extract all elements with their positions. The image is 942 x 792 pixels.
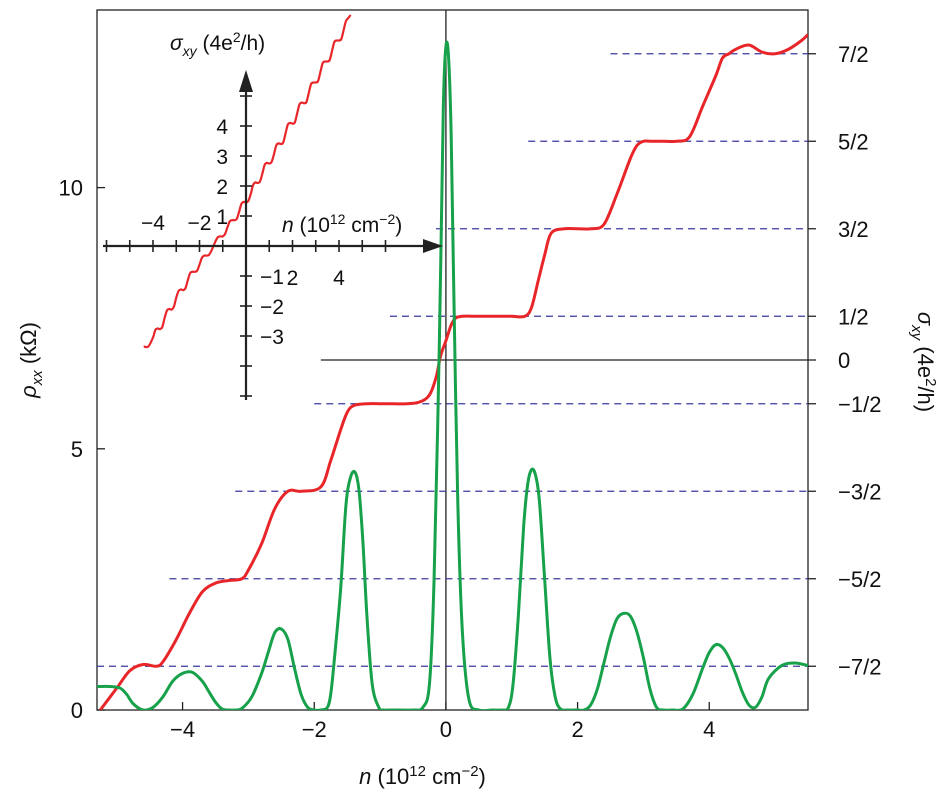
y-right-tick-label: 0 [838, 348, 850, 373]
inset-y-arrow [239, 70, 253, 92]
inset-x-tick-label: −2 [188, 212, 212, 235]
inset-y-label-part: (4e [197, 32, 233, 55]
inset-y-tick-label: −3 [260, 326, 284, 349]
y-left-axis-label: ρxx (kΩ) [16, 322, 46, 399]
y-right-tick-label: 5/2 [838, 129, 869, 154]
y-left-tick-label: 0 [71, 698, 83, 723]
inset-y-axis-label: σxy (4e2/h) [170, 29, 265, 59]
inset-y-label-symbol: σ [170, 32, 184, 55]
y-left-label-part: (kΩ) [16, 322, 41, 370]
inset-y-label-part: /h) [241, 32, 266, 55]
y-right-tick-label: −1/2 [838, 392, 881, 417]
y-right-tick-label: 1/2 [838, 304, 869, 329]
x-axis-label-part: ) [479, 764, 486, 789]
x-tick-label: 0 [440, 717, 452, 742]
inset-y-tick-label: 2 [216, 176, 228, 199]
inset-y-tick-label: 1 [216, 206, 228, 229]
inset-x-label-part: (10 [294, 214, 330, 237]
inset-x-label-exp: 12 [330, 211, 346, 227]
x-axis-label-exp: −2 [461, 763, 478, 780]
y-right-label-sup: 2 [922, 378, 939, 386]
inset-y-label-sup: 2 [233, 29, 241, 45]
y-left-label-symbol: ρ [16, 385, 41, 399]
sigma-xy-curve [99, 33, 808, 710]
x-tick-label: 4 [703, 717, 715, 742]
inset-y-tick-label: −2 [260, 296, 284, 319]
inset-x-label-symbol: n [282, 214, 294, 237]
y-left-tick-label: 5 [71, 437, 83, 462]
x-axis-label-exp: 12 [409, 763, 426, 780]
y-right-tick-label: −7/2 [838, 654, 881, 679]
y-right-tick-label: 3/2 [838, 217, 869, 242]
inset-x-label-exp: −2 [379, 211, 395, 227]
y-right-tick-label: −5/2 [838, 567, 881, 592]
rho-xx-curve [97, 40, 808, 710]
y-right-label-symbol: σ [913, 312, 938, 326]
inset-y-tick-label: −1 [260, 266, 284, 289]
y-right-label-part: /h) [913, 386, 938, 412]
inset-sigma-xy-curve [143, 14, 352, 349]
main-plot: −4 −2 0 2 4 0 5 10 7/2 5/2 3/2 1/2 0 −1/2 −3/2 −5/2 −7/2… [16, 9, 939, 789]
x-axis-label: n (1012 cm−2) [359, 763, 486, 789]
y-left-tick-label: 10 [59, 176, 83, 201]
x-axis-label-symbol: n [359, 764, 371, 789]
inset-y-tick-label: 4 [216, 116, 228, 139]
inset-x-label-part: cm [345, 214, 379, 237]
x-axis-label-part: cm [426, 764, 461, 789]
inset-y-tick-label: 3 [216, 146, 228, 169]
x-tick-label: 2 [571, 717, 583, 742]
x-tick-label: −4 [170, 717, 195, 742]
y-right-axis-label: σxy (4e2/h) [908, 312, 939, 412]
y-left-label-sub: xx [29, 370, 46, 387]
x-tick-label: −2 [302, 717, 327, 742]
y-right-tick-label: 7/2 [838, 42, 869, 67]
x-axis-label-part: (10 [371, 764, 409, 789]
inset-x-label-part: ) [395, 214, 402, 237]
inset-x-tick-label: −4 [141, 212, 165, 235]
inset-x-axis-label: n (1012 cm−2) [282, 211, 402, 237]
y-right-tick-label: −3/2 [838, 479, 881, 504]
y-right-label-sub: xy [908, 324, 925, 342]
inset-x-tick-label: 4 [333, 267, 345, 290]
inset-x-arrow [423, 239, 443, 253]
inset-y-label-sub: xy [182, 43, 198, 59]
inset-x-tick-label: 2 [287, 267, 299, 290]
y-right-label-part: (4e [913, 340, 938, 378]
